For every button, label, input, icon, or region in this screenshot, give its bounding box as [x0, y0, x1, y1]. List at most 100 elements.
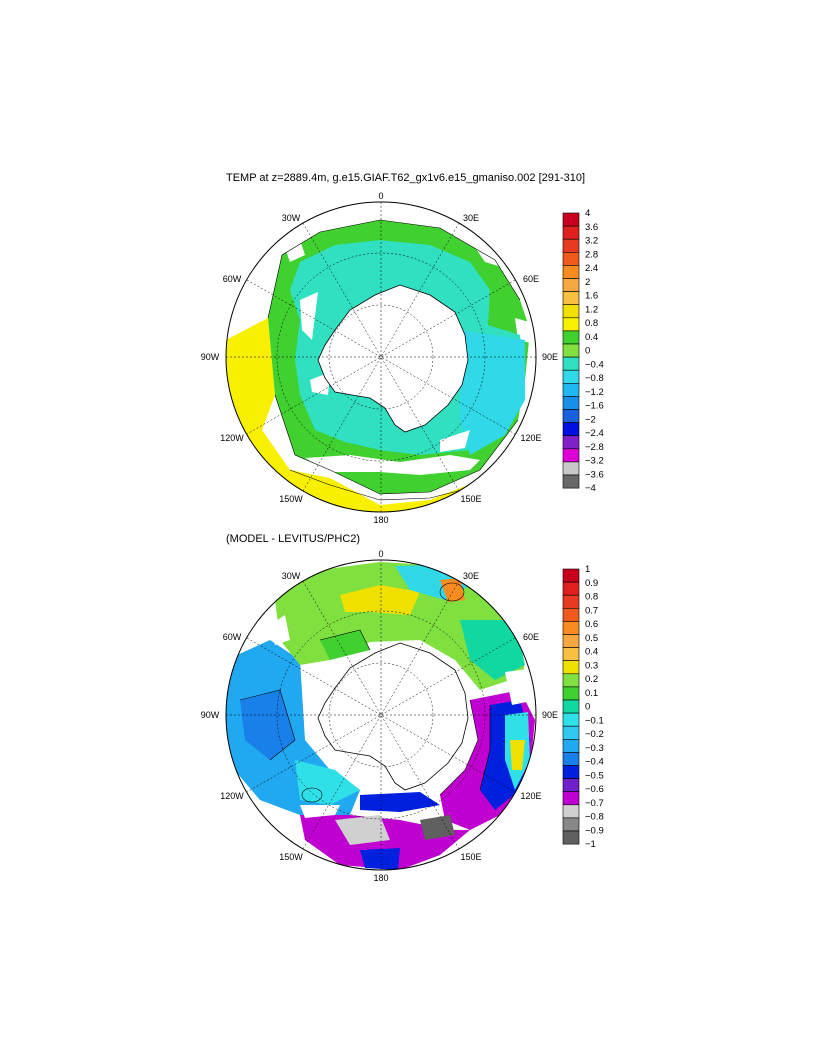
- colorbar-tick-label: 0: [585, 346, 590, 357]
- colorbar-tick-label: 0.6: [585, 619, 598, 630]
- colorbar-swatch: [562, 778, 580, 792]
- colorbar-swatch: [562, 396, 580, 410]
- colorbar-swatch: [562, 330, 580, 345]
- colorbar-swatch: [562, 422, 580, 437]
- lon-label-30w: 30W: [282, 571, 301, 581]
- lon-label-90w: 90W: [201, 352, 220, 362]
- colorbar-tick-label: −0.4: [585, 757, 604, 768]
- colorbar-tick-label: −1: [585, 839, 596, 850]
- colorbar-tick-label: −2.4: [585, 428, 604, 439]
- colorbar-swatch: [562, 356, 580, 371]
- colorbar-swatch: [562, 252, 580, 266]
- colorbar-swatch: [562, 607, 580, 622]
- lon-label-180: 180: [373, 515, 388, 525]
- colorbar-swatch: [562, 712, 580, 727]
- colorbar-swatch: [562, 830, 580, 845]
- colorbar-swatch: [562, 817, 580, 832]
- colorbar-tick-label: 2: [585, 277, 590, 288]
- colorbar-swatch: [562, 448, 580, 463]
- colorbar-tick-label: −1.6: [585, 401, 604, 412]
- lon-label-30e: 30E: [463, 213, 479, 223]
- colorbar-tick-label: 0.3: [585, 660, 598, 671]
- colorbar-swatch: [562, 317, 580, 332]
- lon-label-180: 180: [373, 873, 388, 883]
- colorbar: 4 3.6 3.2 2.8 2.4 2 1.6 1.2 0.8 0.4 0 −0.4 −0.8 −1.2 −…: [562, 208, 604, 494]
- temperature-map: [225, 201, 537, 513]
- colorbar-tick-label: −0.1: [585, 715, 604, 726]
- colorbar-tick-label: −0.6: [585, 784, 604, 795]
- colorbar-tick-label: 0.8: [585, 318, 598, 329]
- colorbar-swatch: [562, 673, 580, 688]
- map-title: (MODEL - LEVITUS/PHC2): [226, 533, 361, 545]
- colorbar-tick-label: 1.2: [585, 304, 598, 315]
- colorbar-tick-label: 1: [585, 564, 590, 575]
- colorbar-tick-label: 2.8: [585, 249, 598, 260]
- lon-label-0: 0: [378, 549, 383, 559]
- colorbar-tick-label: 0.5: [585, 633, 598, 644]
- colorbar-swatch: [562, 238, 580, 253]
- colorbar-swatch: [562, 791, 580, 806]
- colorbar-tick-label: 0.8: [585, 592, 598, 603]
- colorbar-tick-label: 0.4: [585, 332, 598, 343]
- colorbar-swatch: [562, 568, 580, 583]
- colorbar-swatch: [562, 382, 580, 397]
- lon-label-0: 0: [378, 191, 383, 201]
- colorbar-tick-label: 4: [585, 208, 590, 219]
- colorbar-swatch: [562, 660, 580, 675]
- colorbar-tick-label: 0.4: [585, 647, 598, 658]
- colorbar-tick-label: 0.1: [585, 688, 598, 699]
- colorbar-tick-label: −3.6: [585, 469, 604, 480]
- lon-label-60w: 60W: [223, 274, 242, 284]
- colorbar-swatch: [562, 278, 580, 292]
- lon-label-150e: 150E: [460, 494, 481, 504]
- lon-label-120w: 120W: [220, 791, 244, 801]
- colorbar-tick-label: −3.2: [585, 456, 604, 467]
- colorbar-swatch: [562, 304, 580, 319]
- colorbar-swatch: [562, 461, 580, 476]
- map-title: TEMP at z=2889.4m, g.e15.GIAF.T62_gx1v6.…: [226, 172, 586, 184]
- colorbar-swatch: [562, 212, 580, 227]
- colorbar-tick-label: 0.2: [585, 674, 598, 685]
- colorbar-swatch: [562, 738, 580, 753]
- colorbar-tick-label: −4: [585, 483, 596, 494]
- colorbar-swatch: [562, 594, 580, 609]
- lon-label-120e: 120E: [520, 791, 541, 801]
- colorbar-swatch: [562, 634, 580, 648]
- lon-label-120w: 120W: [220, 433, 244, 443]
- lon-label-60e: 60E: [523, 632, 539, 642]
- colorbar-swatch: [562, 265, 580, 279]
- colorbar-swatch: [562, 765, 580, 779]
- colorbar-tick-label: −0.9: [585, 825, 604, 836]
- colorbar-tick-label: −0.7: [585, 798, 604, 809]
- colorbar-swatch: [562, 699, 580, 714]
- colorbar-tick-label: 0.7: [585, 605, 598, 616]
- colorbar-swatch: [562, 369, 580, 384]
- colorbar-swatch: [562, 804, 580, 819]
- colorbar-tick-label: 1.6: [585, 291, 598, 302]
- colorbar-tick-label: −0.4: [585, 359, 604, 370]
- colorbar-tick-label: −0.5: [585, 770, 604, 781]
- colorbar-swatch: [562, 225, 580, 240]
- colorbar-tick-label: −0.3: [585, 743, 604, 754]
- colorbar-swatch: [562, 474, 580, 489]
- lon-label-150e: 150E: [460, 852, 481, 862]
- colorbar-tick-label: 2.4: [585, 263, 598, 274]
- lon-label-90w: 90W: [201, 710, 220, 720]
- lon-label-30e: 30E: [463, 571, 479, 581]
- colorbar-swatch: [562, 409, 580, 423]
- difference-map: [225, 559, 537, 871]
- colorbar-swatch: [562, 581, 580, 596]
- colorbar-swatch: [562, 621, 580, 635]
- colorbar-swatch: [562, 435, 580, 450]
- colorbar-tick-label: 0.9: [585, 578, 598, 589]
- colorbar-tick-label: −0.8: [585, 373, 604, 384]
- lon-label-150w: 150W: [279, 852, 303, 862]
- lon-label-60w: 60W: [223, 632, 242, 642]
- colorbar-swatch: [562, 725, 580, 740]
- colorbar-tick-label: −0.2: [585, 729, 604, 740]
- colorbar-tick-label: −2: [585, 414, 596, 425]
- lon-label-60e: 60E: [523, 274, 539, 284]
- lon-label-150w: 150W: [279, 494, 303, 504]
- colorbar: 1 0.9 0.8 0.7 0.6 0.5 0.4 0.3 0.2 0.1 0 −0.1 −0.2 −0.…: [562, 564, 604, 850]
